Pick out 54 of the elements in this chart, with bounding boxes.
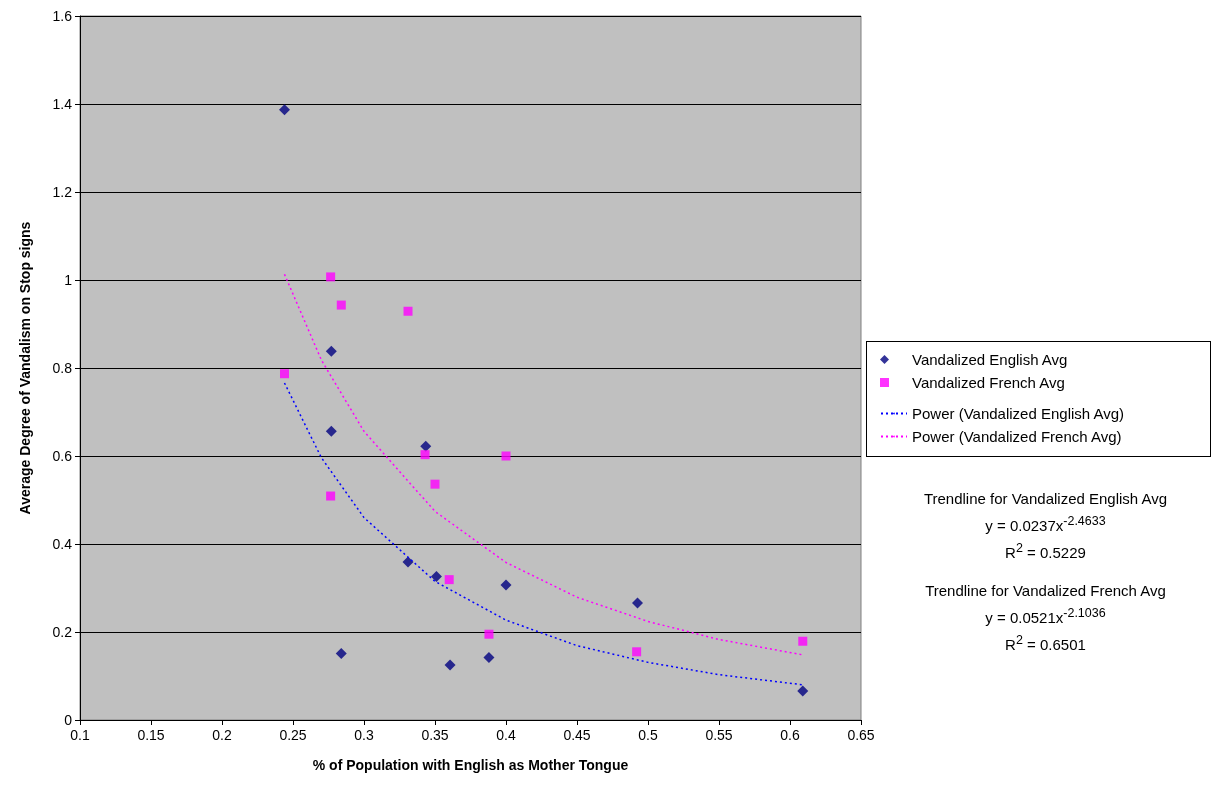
x-tick-label: 0.25 (279, 727, 307, 743)
point (501, 451, 511, 461)
point (420, 440, 432, 452)
point (483, 652, 495, 664)
y-tick-label: 0.6 (52, 448, 73, 464)
x-tick-label: 0.45 (563, 727, 591, 743)
text: Trendline for Vandalized French Avg y = 0.0521x$^{-2.1036}$ R$^{2}$ = 0.6501 (925, 582, 1166, 653)
legend-label: Power (Vandalized French Avg) (912, 428, 1122, 445)
point (631, 597, 643, 609)
point (430, 479, 440, 489)
point (325, 345, 337, 357)
x-tick-label: 0.3 (354, 727, 374, 743)
x-tick-label: 0.1 (70, 727, 90, 743)
x-tick-label: 0.15 (137, 727, 165, 743)
x-tick-label: 0.6 (780, 727, 800, 743)
point (444, 659, 456, 671)
legend-label: Vandalized French Avg (912, 374, 1065, 391)
y-tick-label: 0.2 (52, 624, 73, 640)
point (484, 629, 494, 639)
point (279, 369, 289, 379)
y-tick-label: 1 (64, 272, 73, 288)
point (325, 425, 337, 437)
x-tick-label: 0.65 (847, 727, 875, 743)
point (326, 272, 336, 282)
point (632, 647, 642, 657)
point (335, 648, 347, 660)
point (444, 575, 454, 585)
point (403, 306, 413, 316)
y-tick-label: 0.8 (52, 360, 73, 376)
text: Trendline for Vandalized English Avg y = 0.0237x$^{-2.4633}$ R$^{2}$ = 0.5229 (923, 490, 1168, 561)
point (797, 685, 809, 697)
point (420, 450, 430, 460)
y-tick-label: 1.2 (52, 184, 73, 200)
y-tick-label: 0.4 (52, 536, 73, 552)
y-tick-label: 0 (64, 712, 73, 728)
legend-label: Power (Vandalized English Avg) (912, 405, 1125, 422)
point (278, 104, 290, 116)
point (500, 579, 512, 591)
y-tick-label: 1.4 (52, 96, 73, 112)
x-tick-label: 0.35 (421, 727, 449, 743)
point (336, 300, 346, 310)
x-tick-label: 0.4 (496, 727, 516, 743)
point (326, 491, 336, 501)
y-axis-title: Average Degree of Vandalism on Stop signs (17, 221, 33, 515)
y-tick-label: 1.6 (52, 8, 73, 24)
x-tick-label: 0.2 (212, 727, 232, 743)
point (798, 636, 808, 646)
point (430, 571, 442, 583)
x-tick-label: 0.5 (638, 727, 658, 743)
x-tick-label: 0.55 (705, 727, 733, 743)
point (402, 556, 414, 568)
line-series (283, 273, 804, 656)
x-axis-title: % of Population with English as Mother Tongue (312, 757, 629, 773)
legend-label: Vandalized English Avg (912, 351, 1068, 368)
